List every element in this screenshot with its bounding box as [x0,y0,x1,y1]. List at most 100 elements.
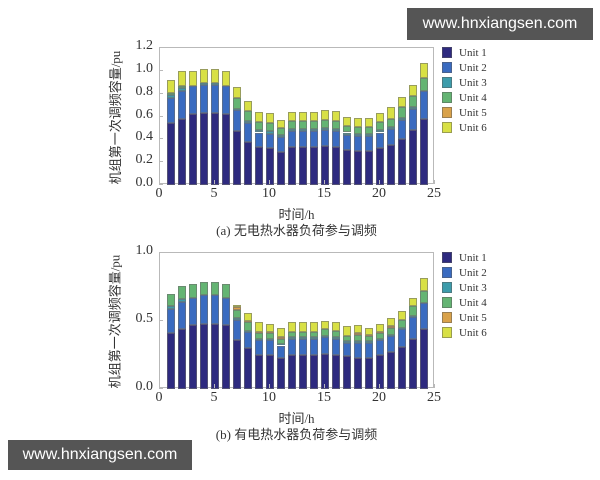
x-tick-mark [324,384,325,388]
legend-item: Unit 6 [442,325,487,340]
x-axis-label: 时间/h [278,411,315,426]
bar-segment-unit-4 [309,331,319,338]
bar-segment-unit-2 [320,130,330,147]
bar-segment-unit-1 [375,148,385,185]
bar-segment-unit-2 [397,329,407,347]
legend-label: Unit 6 [459,326,487,339]
bar-segment-unit-3 [166,94,176,99]
y-tick-label: 1.2 [135,38,154,53]
bar-segment-unit-4 [166,92,176,95]
bar-segment-unit-6 [243,312,253,321]
bar-segment-unit-2 [166,308,176,334]
bar-segment-unit-6 [408,297,418,307]
bar-segment-unit-4 [210,281,220,296]
bar-segment-unit-2 [364,135,374,151]
bar-segment-unit-1 [254,147,264,185]
bar-segment-unit-6 [232,86,242,99]
bar-segment-unit-2 [243,331,253,349]
legend-swatch [442,252,452,263]
bar-segment-unit-1 [419,118,429,185]
legend-swatch [442,327,452,338]
y-tick-mark [159,92,163,94]
bar-segment-unit-6 [287,322,297,332]
bar-segment-unit-6 [276,119,286,128]
legend-swatch [442,77,452,88]
bar-segment-unit-1 [177,118,187,185]
legend: Unit 1 Unit 2 Unit 3 Unit 4 Unit 5 Unit 6 [442,250,487,340]
bar-segment-unit-6 [408,84,418,96]
x-tick-label: 15 [317,390,331,405]
plot-area [159,47,434,185]
bar-segment-unit-6 [232,304,242,308]
bar-segment-unit-2 [386,335,396,353]
bar-segment-unit-6 [188,70,198,86]
bar-segment-unit-2 [408,316,418,339]
bar-hour-23 [408,253,418,389]
bar-segment-unit-1 [419,329,429,389]
bar-segment-unit-2 [287,338,297,355]
bar-segment-unit-1 [166,123,176,185]
bar-segment-unit-4 [232,98,242,109]
bar-segment-unit-1 [331,147,341,185]
x-tick-mark [214,384,215,388]
bar-segment-unit-4 [397,319,407,328]
bar-hour-23 [408,48,418,185]
bar-segment-unit-6 [221,70,231,86]
bar-hour-7 [232,48,242,185]
x-tick-mark [269,180,270,184]
legend-swatch [442,47,452,58]
bar-hour-14 [309,48,319,185]
legend-label: Unit 6 [459,121,487,134]
legend: Unit 1 Unit 2 Unit 3 Unit 4 Unit 5 Unit 6 [442,45,487,135]
legend-item: Unit 2 [442,60,487,75]
x-tick-mark [159,384,160,388]
y-tick-mark [159,184,163,185]
x-tick-label: 20 [372,186,386,201]
bar-segment-unit-1 [309,355,319,389]
bar-hour-18 [353,253,363,389]
bar-segment-unit-2 [177,91,187,119]
bar-segment-unit-4 [408,306,418,316]
x-tick-mark [269,384,270,388]
bar-segment-unit-1 [287,147,297,185]
x-tick-label: 10 [262,390,276,405]
legend-label: Unit 2 [459,266,487,279]
bar-hour-19 [364,48,374,185]
bar-hour-15 [320,253,330,389]
bar-hour-22 [397,253,407,389]
bar-segment-unit-2 [331,131,341,148]
bar-segment-unit-6 [166,79,176,93]
bar-segment-unit-2 [397,119,407,140]
bar-hour-17 [342,48,352,185]
bar-segment-unit-6 [375,323,385,332]
bar-segment-unit-4 [221,284,231,298]
legend-label: Unit 1 [459,251,487,264]
bar-segment-unit-1 [177,329,187,389]
legend-item: Unit 3 [442,280,487,295]
bar-segment-unit-3 [254,130,264,133]
bar-segment-unit-4 [276,338,286,345]
legend-swatch [442,282,452,293]
bar-segment-unit-6 [342,116,352,126]
bar-segment-unit-4 [375,333,385,339]
bar-hour-15 [320,48,330,185]
bar-hour-6 [221,48,231,185]
bar-segment-unit-2 [419,303,429,330]
bar-segment-unit-2 [287,131,297,148]
bar-segment-unit-4 [298,121,308,130]
bar-segment-unit-6 [331,110,341,122]
bar-segment-unit-4 [386,327,396,335]
legend-item: Unit 4 [442,90,487,105]
x-tick-mark [379,384,380,388]
bar-segment-unit-6 [309,322,319,332]
bar-segment-unit-6 [309,111,319,122]
bar-segment-unit-4 [353,334,363,342]
bar-hour-17 [342,253,352,389]
bar-segment-unit-4 [265,333,275,339]
x-tick-label: 15 [317,186,331,201]
bar-segment-unit-3 [309,129,319,132]
bar-hour-24 [419,253,429,389]
bar-segment-unit-3 [166,306,176,309]
bar-segment-unit-4 [265,123,275,132]
bar-hour-10 [265,48,275,185]
